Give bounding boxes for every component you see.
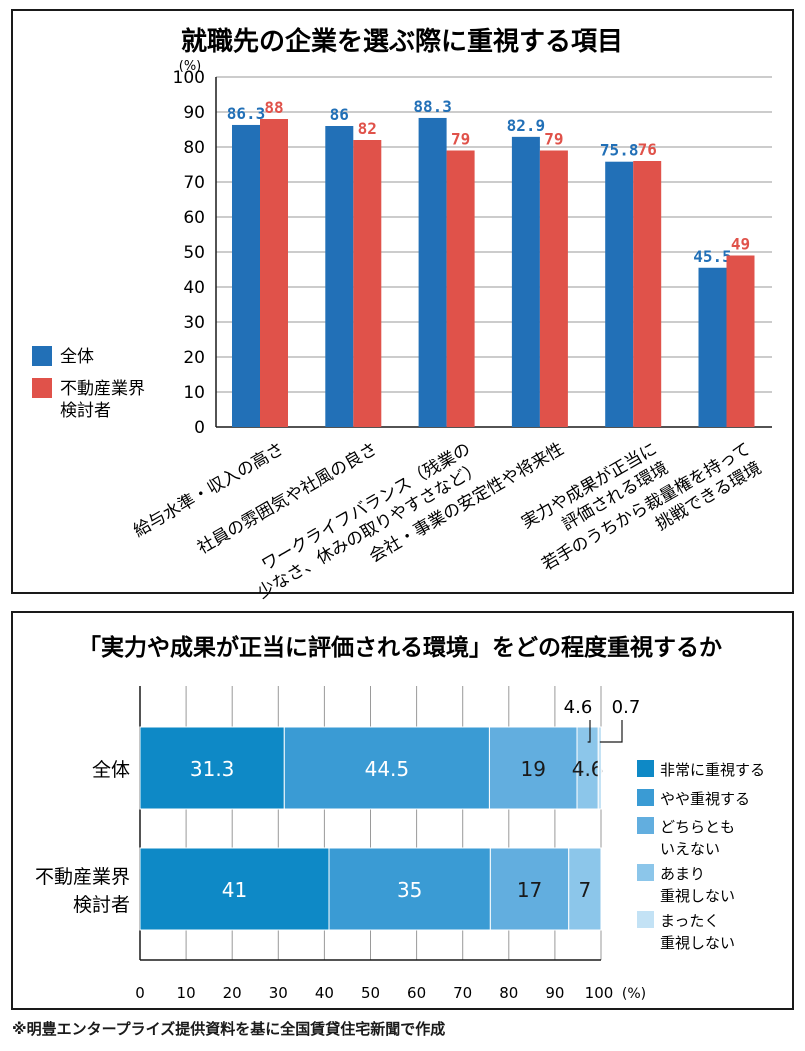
stacked-segment [576,726,599,810]
chart-top-title: 就職先の企業を選ぶ際に重視する項目 [181,26,623,57]
segment-value-label: 41 [222,878,247,902]
callout-line [599,720,623,743]
chart-top-y-unit: (%) [179,59,202,74]
legend-label: 重視しない [660,887,735,905]
stacked-segment [488,726,578,810]
legend-label: あまり [660,865,705,883]
legend-swatch [637,817,654,834]
legend-label: 全体 [60,347,94,367]
footnote: ※明豊エンタープライズ提供資料を基に全国賃貸住宅新聞で作成 [12,1020,446,1038]
x-tick-label: 0 [135,984,145,1002]
chart-bottom-x-unit: (%) [622,986,646,1002]
bar-all [325,126,354,427]
x-tick-label: 20 [223,984,242,1002]
x-category-label-line: 少なさ、休みの取りやすさなど） [254,458,485,600]
x-category-label-line: 給与水準・収入の高さ [130,439,287,541]
x-tick-label: 30 [269,984,288,1002]
legend-label: 重視しない [660,934,735,952]
bar-all [418,117,447,427]
segment-value-label: 35 [397,878,422,902]
bar-realestate [353,140,382,427]
x-tick-label: 50 [361,984,380,1002]
row-category-label: 検討者 [73,894,130,916]
bar-realestate [726,255,755,427]
y-tick-label: 40 [183,278,205,298]
bar-value-label: 79 [544,130,563,149]
bar-all [698,267,727,427]
segment-value-label: 19 [521,757,546,781]
bar-value-label: 82 [358,119,377,138]
bar-value-label: 76 [638,140,657,159]
legend-label: どちらとも [660,818,735,836]
legend-swatch [637,789,654,806]
y-tick-label: 100 [173,68,205,88]
bar-realestate [260,119,288,427]
legend-label: いえない [660,840,720,858]
y-tick-label: 70 [183,173,205,193]
segment-value-label: 44.5 [365,757,410,781]
bar-value-label: 82.9 [507,116,546,135]
bar-realestate [633,161,662,427]
callout-line [587,720,591,743]
stacked-segment [283,726,490,810]
x-tick-label: 10 [177,984,196,1002]
chart-top: 就職先の企業を選ぶ際に重視する項目 (%) 0 10 20 30 40 50 60 70 80 9… [11,9,794,600]
y-tick-label: 20 [183,348,205,368]
bar-all [232,124,260,427]
bar-realestate [446,150,475,427]
chart-bottom-frame [11,611,794,1010]
legend-swatch [637,760,654,777]
callout-label: 0.7 [612,697,641,718]
legend-swatch [637,864,654,881]
x-category-label: 給与水準・収入の高さ [130,439,287,541]
bar-all [511,136,540,427]
legend-label: 非常に重視する [660,761,765,779]
row-category-label: 全体 [92,759,130,781]
legend-swatch [637,911,654,928]
segment-value-label: 31.3 [190,757,235,781]
bar-value-label: 86.3 [227,104,266,123]
bar-all [605,161,634,427]
x-tick-label: 80 [499,984,518,1002]
x-tick-label: 40 [315,984,334,1002]
y-tick-label: 80 [183,138,205,158]
bar-value-label: 49 [731,235,750,254]
legend-label: まったく [660,912,719,930]
segment-value-label: 7 [578,878,591,902]
y-tick-label: 10 [183,383,205,403]
y-tick-label: 60 [183,208,205,228]
y-tick-label: 90 [183,103,205,123]
stacked-segment [568,847,602,931]
row-category-label: 不動産業界 [35,866,130,888]
y-tick-label: 50 [183,243,205,263]
x-tick-label: 100 [585,984,614,1002]
callout-label: 4.6 [564,697,593,718]
y-tick-label: 0 [194,418,205,438]
legend-swatch [32,346,52,366]
stacked-segment [597,726,602,810]
legend-label: やや重視する [660,790,750,808]
bar-value-label: 88 [264,98,283,117]
chart-top-frame [11,9,794,594]
bar-value-label: 45.5 [693,247,732,266]
bar-value-label: 75.8 [600,141,639,160]
bar-value-label: 86 [330,105,349,124]
x-tick-label: 70 [453,984,472,1002]
legend-swatch [32,378,52,398]
x-tick-label: 90 [545,984,564,1002]
stacked-segment [139,847,330,931]
segment-value-label: 17 [517,878,542,902]
bar-value-label: 79 [451,130,470,149]
bar-realestate [539,150,568,427]
bar-value-label: 88.3 [413,97,452,116]
chart-bottom-title: 「実力や成果が正当に評価される環境」をどの程度重視するか [78,634,722,661]
stacked-segment [139,726,285,810]
stacked-segment [328,847,491,931]
stacked-segment [489,847,570,931]
y-tick-label: 30 [183,313,205,333]
segment-value-label: 4.6 [572,757,604,781]
legend-label: 検討者 [60,401,111,421]
x-tick-label: 60 [407,984,426,1002]
legend-label: 不動産業界 [60,379,145,399]
